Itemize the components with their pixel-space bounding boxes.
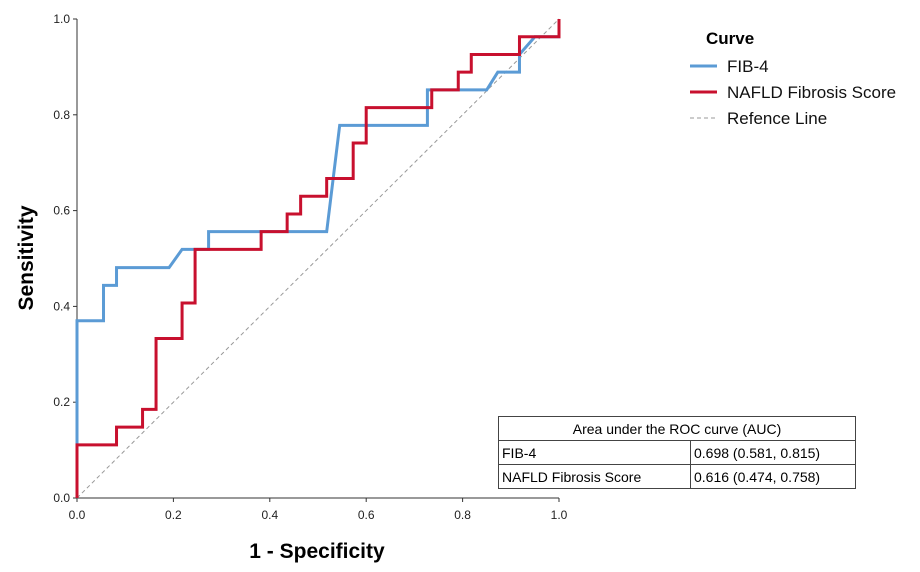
auc-table-row: FIB-4 0.698 (0.581, 0.815) [498,440,856,465]
x-tick-label: 1.0 [551,508,568,522]
y-tick-label: 1.0 [53,12,70,26]
auc-row-value: 0.698 (0.581, 0.815) [690,440,856,465]
x-tick-label: 0.2 [165,508,182,522]
legend-label-nafld-fibrosis-score: NAFLD Fibrosis Score [727,83,896,102]
x-axis-title: 1 - Specificity [249,540,385,563]
series-line-refence-line [76,18,560,499]
series-line-nafld-fibrosis-score [75,19,561,498]
y-tick-label: 0.0 [53,491,70,505]
legend: Curve FIB-4 NAFLD Fibrosis Score Refence L… [690,29,896,128]
y-tick-label: 0.6 [53,204,70,218]
y-tick-label: 0.4 [53,299,70,313]
auc-table-caption-row: Area under the ROC curve (AUC) [498,416,856,441]
x-tick-label: 0.6 [358,508,375,522]
x-tick-label: 0.0 [69,508,86,522]
y-tick-label: 0.2 [53,395,70,409]
auc-row-name: NAFLD Fibrosis Score [498,464,691,489]
series-layer [75,19,561,498]
auc-table: Area under the ROC curve (AUC) FIB-4 0.6… [498,416,856,489]
auc-table-caption: Area under the ROC curve (AUC) [498,416,856,441]
auc-table-row: NAFLD Fibrosis Score 0.616 (0.474, 0.758… [498,464,856,489]
auc-row-name: FIB-4 [498,440,691,465]
axes: 0.0 0.2 0.4 0.6 0.8 1.0 0.0 0.2 0.4 0.6 0.8 1.0 [53,12,567,522]
legend-label-refence-line: Refence Line [727,109,827,128]
legend-title: Curve [706,29,754,48]
x-tick-label: 0.4 [261,508,278,522]
y-axis-title: Sensitivity [15,205,38,310]
reference-line-layer [76,18,560,499]
x-tick-label: 0.8 [454,508,471,522]
y-tick-label: 0.8 [53,108,70,122]
auc-row-value: 0.616 (0.474, 0.758) [690,464,856,489]
legend-label-fib-4: FIB-4 [727,57,769,76]
